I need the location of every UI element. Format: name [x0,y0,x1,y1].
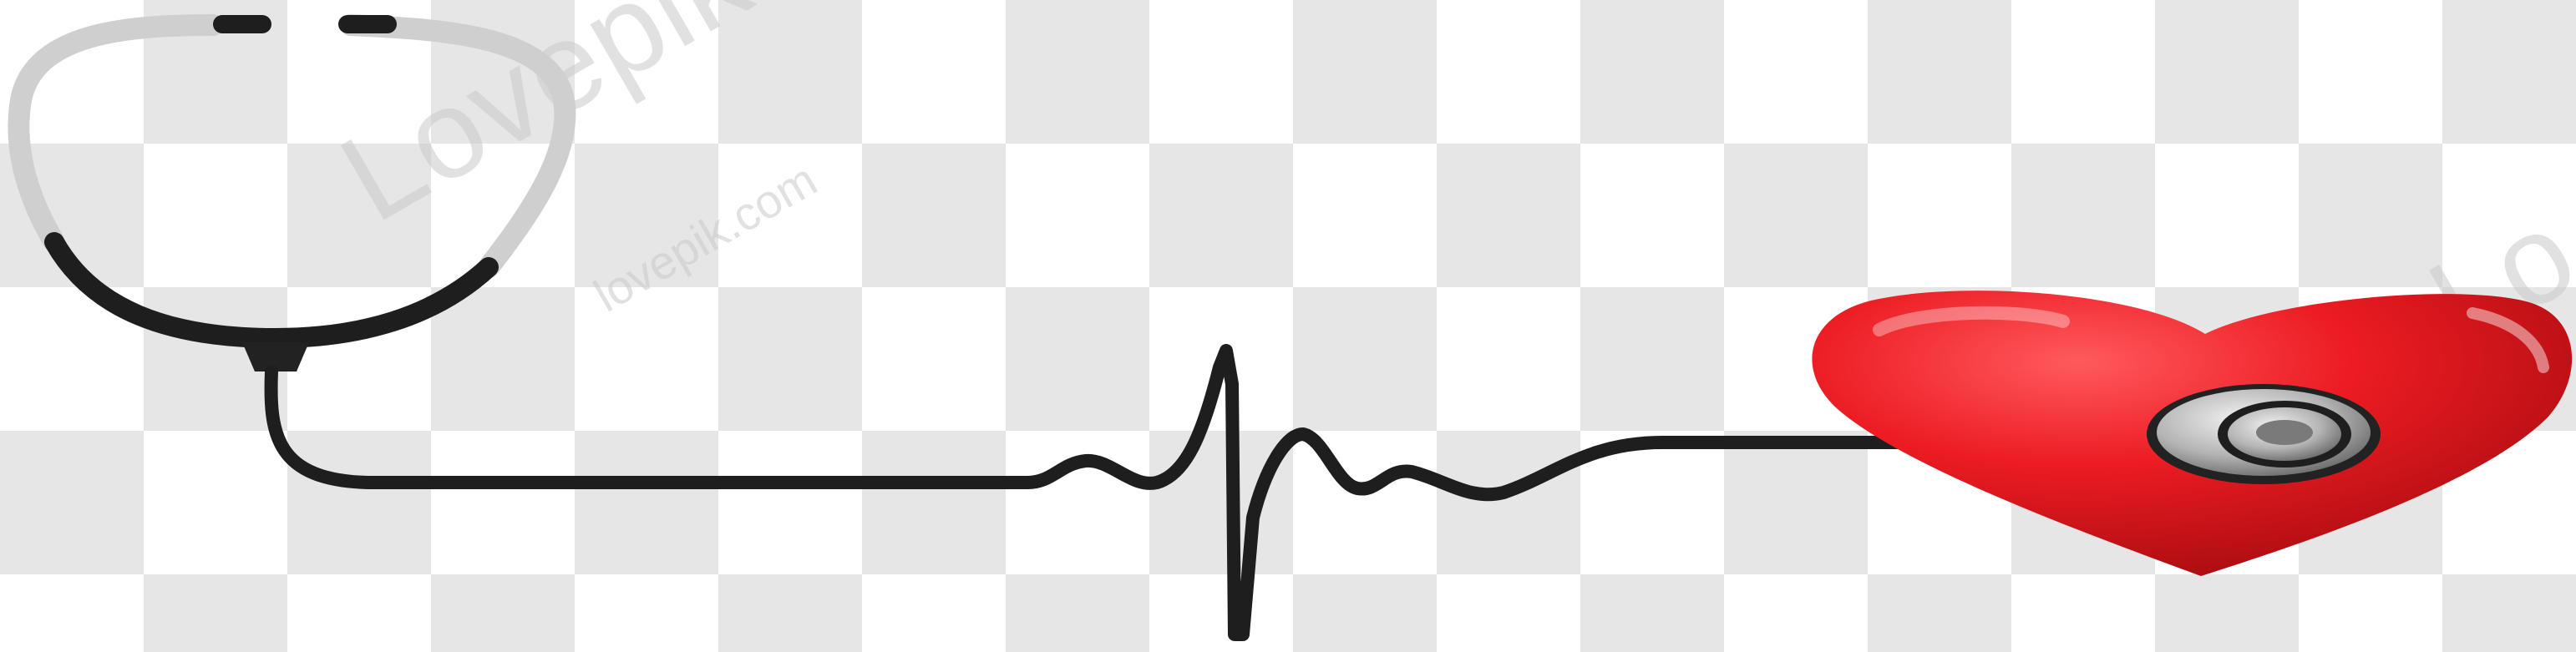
ear-tip-right [338,15,397,33]
stethoscope-icon [8,14,1034,489]
heartbeat-line-icon [1021,344,2262,641]
ear-tip-left [213,15,271,33]
stethoscope-chest-piece-icon [2147,384,2381,484]
